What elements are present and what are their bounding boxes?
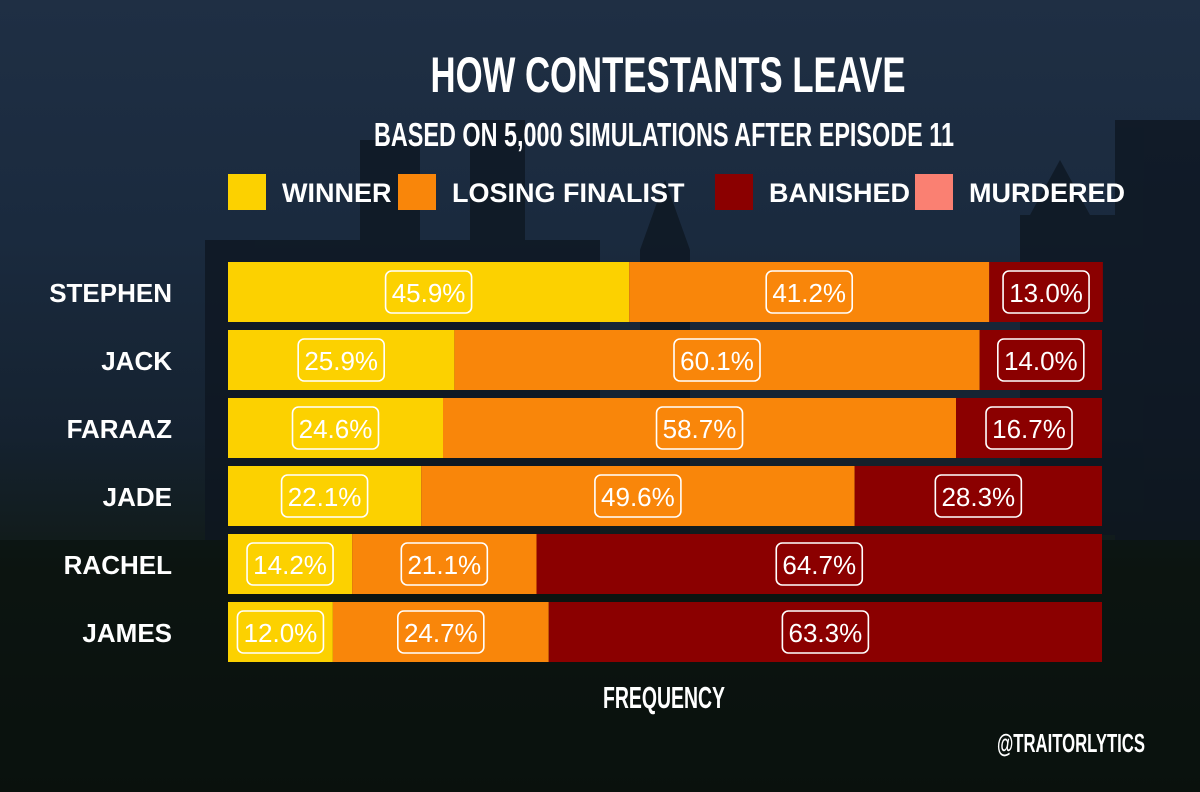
bar-faraaz-banished: [956, 398, 1102, 458]
data-label-jack-losing-finalist: 60.1%: [680, 346, 754, 376]
data-label-stephen-losing-finalist: 41.2%: [772, 278, 846, 308]
data-label-box-jack-losing-finalist: [673, 338, 761, 382]
data-label-box-stephen-losing-finalist: [765, 270, 854, 314]
legend-label-murdered: MURDERED: [969, 178, 1125, 208]
data-label-box-jack-winner: [297, 338, 385, 382]
bar-stephen-banished: [989, 262, 1103, 322]
data-label-stephen-banished: 13.0%: [1009, 278, 1083, 308]
data-label-box-jade-winner: [280, 474, 369, 518]
data-label-jade-losing-finalist: 49.6%: [601, 482, 675, 512]
bar-faraaz-losing-finalist: [443, 398, 957, 458]
legend: WINNER LOSING FINALIST BANISHED MURDERED: [228, 174, 1125, 210]
legend-label-banished: BANISHED: [769, 178, 910, 208]
data-label-box-james-banished: [781, 610, 870, 654]
data-label-box-james-winner: [236, 610, 325, 654]
data-label-box-jade-banished: [934, 474, 1023, 518]
category-label-jack: JACK: [101, 346, 172, 376]
data-label-box-stephen-banished: [1002, 270, 1090, 314]
bars-group: 45.9% 41.2% 13.0% 25.9% 60.1% 14.0% 24.6% 58.7%…: [228, 262, 1103, 662]
bar-stephen-losing-finalist: [629, 262, 990, 322]
legend-swatch-murdered: [915, 174, 953, 210]
data-label-rachel-losing-finalist: 21.1%: [407, 550, 481, 580]
data-label-faraaz-losing-finalist: 58.7%: [663, 414, 737, 444]
legend-swatch-losing-finalist: [398, 174, 436, 210]
x-axis-label: FREQUENCY: [603, 680, 725, 715]
data-label-faraaz-winner: 24.6%: [299, 414, 373, 444]
chart-title: HOW CONTESTANTS LEAVE: [431, 47, 906, 103]
bar-rachel-banished: [536, 534, 1102, 594]
data-label-box-rachel-losing-finalist: [400, 542, 489, 586]
data-label-jack-banished: 14.0%: [1004, 346, 1078, 376]
data-label-faraaz-banished: 16.7%: [992, 414, 1066, 444]
data-label-box-faraaz-banished: [985, 406, 1073, 450]
data-label-rachel-winner: 14.2%: [253, 550, 327, 580]
category-labels: STEPHEN JACK FARAAZ JADE RACHEL JAMES: [49, 278, 172, 648]
data-label-james-winner: 12.0%: [244, 618, 318, 648]
category-label-rachel: RACHEL: [64, 550, 172, 580]
bar-james-banished: [548, 602, 1102, 662]
data-label-box-james-losing-finalist: [397, 610, 485, 654]
data-label-box-faraaz-losing-finalist: [655, 406, 744, 450]
category-label-stephen: STEPHEN: [49, 278, 172, 308]
credit-handle: @TRAITORLYTICS: [997, 728, 1145, 758]
data-label-box-faraaz-winner: [291, 406, 380, 450]
category-label-jade: JADE: [103, 482, 172, 512]
bar-james-winner: [228, 602, 333, 662]
data-label-box-rachel-winner: [246, 542, 334, 586]
legend-label-winner: WINNER: [282, 178, 392, 208]
legend-label-losing-finalist: LOSING FINALIST: [452, 178, 685, 208]
data-label-jade-winner: 22.1%: [288, 482, 362, 512]
data-label-james-losing-finalist: 24.7%: [404, 618, 478, 648]
data-label-box-rachel-banished: [775, 542, 864, 586]
legend-swatch-banished: [715, 174, 753, 210]
bar-stephen-winner: [228, 262, 630, 322]
bar-jack-losing-finalist: [454, 330, 980, 390]
category-label-faraaz: FARAAZ: [67, 414, 173, 444]
bar-jack-winner: [228, 330, 455, 390]
data-label-box-jade-losing-finalist: [594, 474, 682, 518]
bar-jade-banished: [854, 466, 1102, 526]
data-label-jade-banished: 28.3%: [941, 482, 1015, 512]
category-label-james: JAMES: [82, 618, 172, 648]
data-label-jack-winner: 25.9%: [304, 346, 378, 376]
bar-jade-winner: [228, 466, 422, 526]
bar-faraaz-winner: [228, 398, 444, 458]
data-label-box-stephen-winner: [384, 270, 473, 314]
data-label-rachel-banished: 64.7%: [782, 550, 856, 580]
data-label-stephen-winner: 45.9%: [392, 278, 466, 308]
legend-swatch-winner: [228, 174, 266, 210]
data-label-box-jack-banished: [997, 338, 1085, 382]
chart-subtitle: BASED ON 5,000 SIMULATIONS AFTER EPISODE…: [374, 116, 954, 153]
bar-jade-losing-finalist: [421, 466, 855, 526]
data-label-james-banished: 63.3%: [789, 618, 863, 648]
bar-james-losing-finalist: [332, 602, 549, 662]
bar-rachel-losing-finalist: [352, 534, 537, 594]
